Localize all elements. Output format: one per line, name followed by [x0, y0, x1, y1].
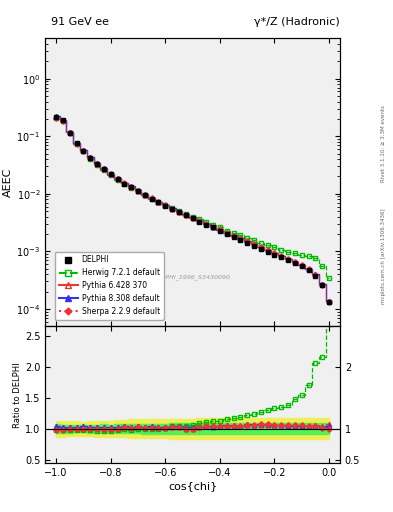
- Y-axis label: AEEC: AEEC: [4, 167, 13, 197]
- Text: γ*/Z (Hadronic): γ*/Z (Hadronic): [254, 17, 340, 27]
- Legend: DELPHI, Herwig 7.2.1 default, Pythia 6.428 370, Pythia 8.308 default, Sherpa 2.2: DELPHI, Herwig 7.2.1 default, Pythia 6.4…: [55, 252, 164, 319]
- Text: 91 GeV ee: 91 GeV ee: [51, 17, 109, 27]
- Text: Rivet 3.1.10; ≥ 3.3M events: Rivet 3.1.10; ≥ 3.3M events: [381, 105, 386, 182]
- Y-axis label: Ratio to DELPHI: Ratio to DELPHI: [13, 362, 22, 428]
- Text: DELPHI_1996_S3430090: DELPHI_1996_S3430090: [154, 274, 231, 280]
- Text: mcplots.cern.ch [arXiv:1306.3436]: mcplots.cern.ch [arXiv:1306.3436]: [381, 208, 386, 304]
- X-axis label: cos{chi}: cos{chi}: [168, 481, 217, 491]
